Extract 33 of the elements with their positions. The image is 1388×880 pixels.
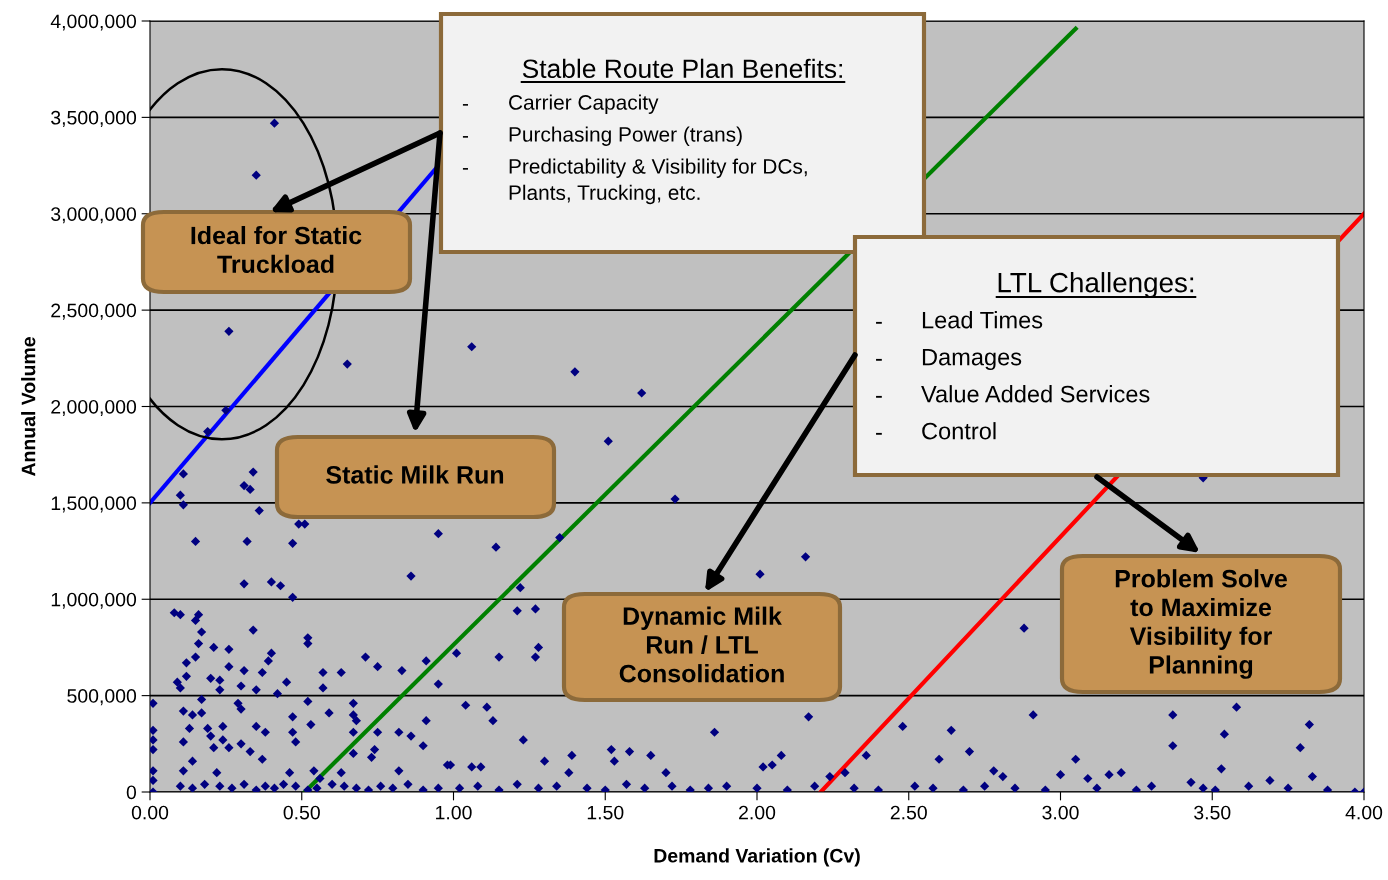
annotation: Problem Solve to Maximize Visibility for Planning [1115, 569, 1287, 679]
y-tick-label: 4,000,000 [50, 14, 137, 31]
x-tick-label: 0.00 [131, 805, 169, 820]
text: - Damages [876, 348, 1022, 371]
text: - Value Added Services [876, 385, 1150, 403]
x-tick-label: 2.50 [890, 805, 927, 820]
y-tick-label: 1,500,000 [51, 496, 137, 513]
y-tick-label: 1,000,000 [51, 592, 137, 609]
x-tick-label: 2.00 [739, 805, 776, 820]
annotation: Stable Route Plan Benefits: [522, 58, 842, 79]
text: - Lead Times [876, 311, 1043, 329]
x-tick-label: 4.00 [1345, 805, 1383, 820]
x-tick-label: 3.50 [1194, 805, 1231, 820]
x-tick-label: 0.50 [283, 805, 320, 820]
x-tick-label: 1.00 [436, 805, 472, 820]
text: - Purchasing Power (trans) [462, 126, 742, 146]
annotation: Static Milk Run [326, 465, 504, 484]
x-tick-label: 1.50 [587, 805, 624, 820]
x-axis-title: Demand Variation (Cv) [654, 848, 860, 867]
y-tick-label: 0 [126, 785, 137, 800]
text: - Carrier Capacity [462, 94, 659, 114]
annotation: Dynamic Milk Run / LTL Consolidation [619, 606, 784, 683]
y-tick-label: 3,500,000 [51, 110, 137, 127]
y-tick-label: 3,000,000 [51, 207, 137, 224]
y-axis-title: Annual Volume [21, 337, 36, 477]
annotation: LTL Challenges: [998, 272, 1194, 298]
x-tick-label: 3.00 [1042, 805, 1079, 820]
text: - Control [876, 422, 996, 440]
y-tick-label: 2,500,000 [51, 303, 137, 320]
annotation: Ideal for Static Truckload [191, 225, 362, 274]
text: - Predictability & Visibility for DCs, Plants, Trucking, etc. [462, 158, 807, 205]
y-tick-label: 500,000 [67, 689, 137, 706]
y-tick-label: 2,000,000 [51, 399, 137, 417]
